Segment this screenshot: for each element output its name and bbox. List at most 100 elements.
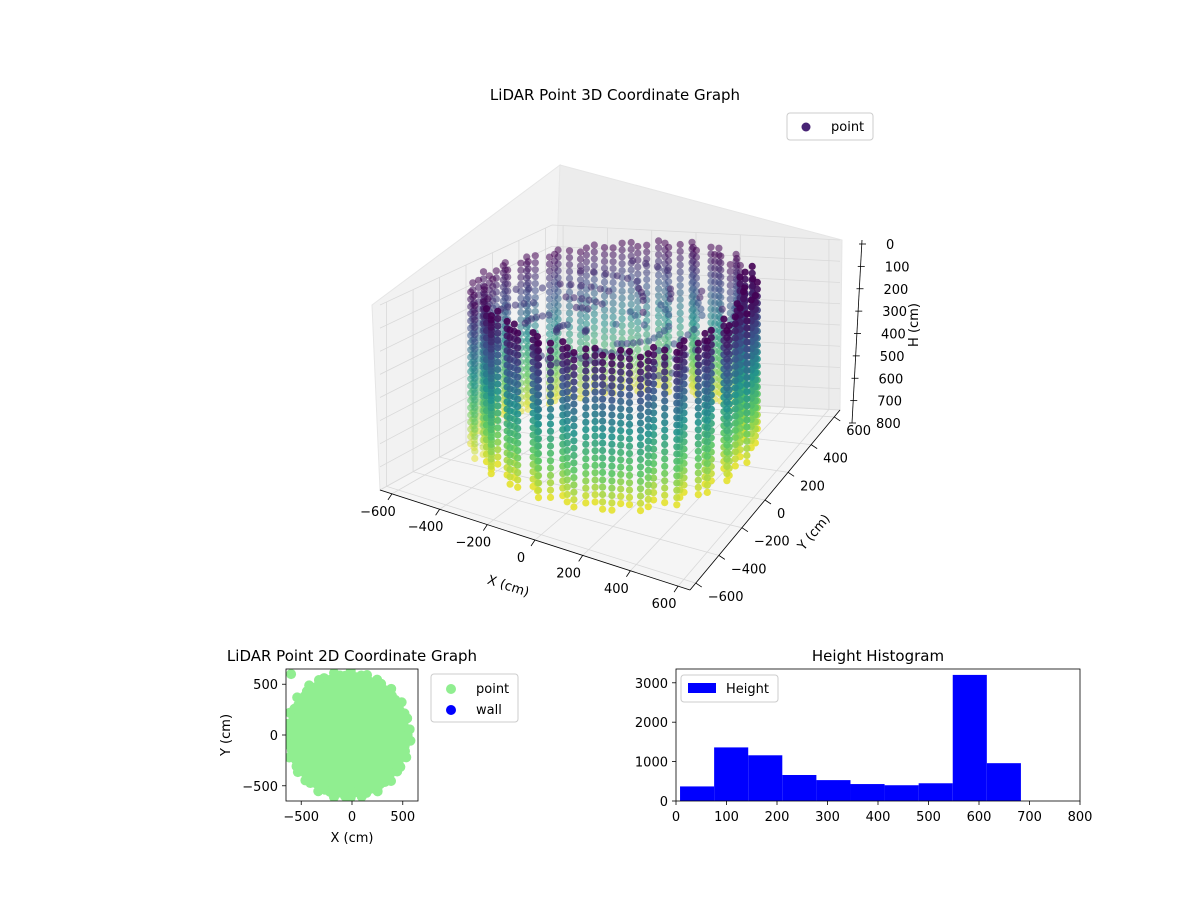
point-3d — [596, 285, 605, 293]
point-3d — [570, 459, 578, 467]
point-3d — [636, 368, 645, 376]
point-3d — [487, 448, 495, 456]
point-3d — [608, 448, 616, 456]
point-3d — [582, 389, 590, 397]
point-3d — [534, 479, 543, 487]
point-3d — [563, 432, 571, 440]
point-3d — [608, 382, 616, 390]
point-3d — [711, 257, 719, 265]
point-3d — [514, 424, 522, 433]
point-3d — [636, 441, 645, 449]
point-3d — [494, 446, 502, 454]
point-3d — [676, 341, 684, 350]
point-3d — [624, 274, 632, 282]
point-3d — [514, 402, 522, 411]
point-3d — [503, 317, 511, 325]
point-3d — [546, 413, 555, 421]
point-3d — [740, 288, 748, 296]
point-3d — [644, 350, 652, 358]
points-3d — [467, 237, 761, 515]
point-3d — [514, 432, 522, 440]
point-3d — [546, 493, 555, 501]
point-3d — [563, 468, 571, 476]
point-3d — [650, 460, 658, 468]
point-3d — [634, 242, 642, 251]
y-tick-label-3d: 600 — [846, 424, 871, 439]
point-3d — [636, 353, 645, 361]
point-3d — [743, 331, 751, 339]
point-3d — [692, 288, 701, 296]
point-3d — [599, 483, 607, 491]
point-3d — [591, 381, 599, 389]
point-3d — [545, 311, 553, 319]
point-3d — [553, 359, 561, 367]
point-3d — [487, 352, 495, 361]
point-3d — [582, 345, 590, 353]
y-tick-3d — [695, 582, 702, 588]
point-3d — [534, 494, 543, 502]
point-3d — [673, 457, 681, 465]
point-3d — [506, 377, 514, 385]
point-3d — [617, 478, 625, 486]
point-3d — [582, 265, 591, 273]
point-3d — [743, 345, 751, 353]
point-3d — [731, 433, 739, 442]
point-3d — [650, 343, 658, 352]
point-3d — [711, 319, 719, 327]
point-3d — [743, 395, 751, 403]
point-3d — [625, 428, 634, 436]
point-3d — [599, 366, 607, 374]
point-3d — [487, 418, 495, 426]
point-3d — [723, 348, 731, 356]
point-3d — [605, 287, 613, 295]
point-3d — [617, 427, 625, 435]
point-3d — [650, 467, 658, 475]
point-3d — [703, 395, 711, 403]
point-3d — [743, 338, 751, 346]
point-3d — [673, 356, 681, 364]
point-3d — [608, 499, 616, 507]
point-3d — [673, 363, 681, 371]
z-tick-label-3d: 700 — [877, 395, 902, 410]
point-3d — [471, 374, 479, 382]
point-3d — [731, 462, 739, 470]
point-3d — [545, 330, 554, 338]
point-3d — [494, 373, 502, 381]
point-3d — [545, 274, 554, 282]
point-3d — [600, 264, 609, 272]
x-tick-3d — [578, 555, 584, 562]
point-3d — [694, 404, 702, 412]
z-tick-label-3d: 100 — [885, 260, 910, 275]
x-tick-label-histogram: 500 — [916, 810, 941, 825]
point-3d — [563, 424, 571, 432]
point-3d — [723, 391, 731, 399]
point-3d — [521, 319, 529, 327]
point-3d — [684, 331, 692, 339]
point-3d — [636, 397, 645, 405]
point-3d — [723, 327, 731, 335]
point-3d — [471, 316, 479, 324]
point-3d — [743, 359, 751, 367]
ticks-3d: −600 −400 −200 0 200 400 600 −600 −400 −200 0 200 40… — [360, 238, 910, 612]
point-3d — [506, 429, 514, 437]
legend-histogram-label: Height — [726, 682, 769, 697]
point-3d — [625, 493, 634, 501]
point-3d — [636, 375, 645, 383]
point-3d — [617, 419, 625, 427]
point-3d — [717, 252, 725, 260]
point-3d — [608, 477, 616, 485]
legend-histogram: Height — [680, 674, 779, 703]
point-3d — [720, 315, 728, 323]
point-3d — [591, 439, 599, 447]
point-3d — [471, 418, 479, 426]
y-tick-label-3d: −600 — [708, 590, 744, 605]
point-3d — [471, 396, 479, 404]
point-3d — [617, 354, 625, 362]
point-3d — [665, 257, 673, 265]
point-3d — [743, 317, 751, 325]
x-tick-label-histogram: 200 — [765, 810, 790, 825]
point-3d — [475, 283, 483, 292]
point-3d — [650, 394, 658, 402]
point-3d — [618, 308, 626, 316]
point-3d — [636, 360, 645, 369]
